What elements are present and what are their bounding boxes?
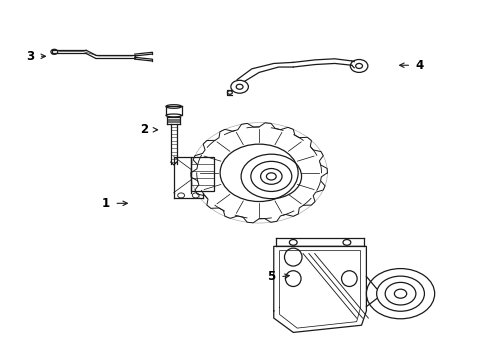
Text: 5: 5 [266, 270, 275, 283]
Text: 1: 1 [102, 197, 109, 210]
Text: 4: 4 [415, 59, 423, 72]
Text: 3: 3 [26, 50, 34, 63]
Text: 2: 2 [140, 123, 148, 136]
Bar [190, 157, 214, 192]
